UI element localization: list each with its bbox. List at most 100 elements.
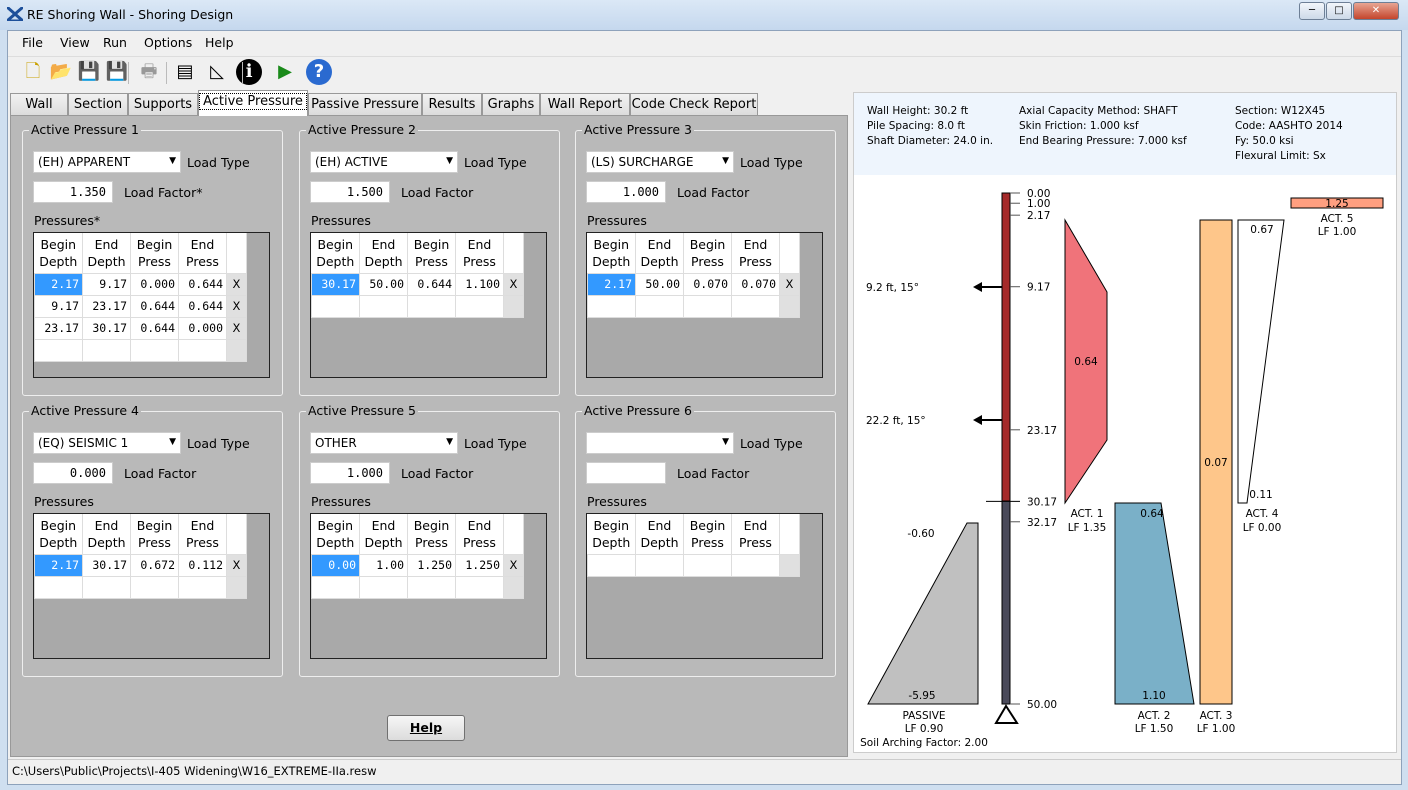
grid-cell[interactable] bbox=[34, 575, 83, 599]
grid-cell[interactable]: 2.17 bbox=[34, 272, 83, 296]
column-header[interactable]: Begin Press bbox=[130, 514, 179, 554]
grid-cell[interactable] bbox=[587, 294, 636, 318]
grid-cell[interactable]: 1.250 bbox=[407, 553, 456, 577]
grid-cell[interactable]: 0.070 bbox=[683, 272, 732, 296]
new-file-icon[interactable]: 🗋 bbox=[25, 61, 41, 82]
grid-cell[interactable] bbox=[683, 553, 732, 577]
load-factor-input[interactable]: 1.350 bbox=[33, 181, 113, 203]
column-header[interactable]: Begin Press bbox=[407, 233, 456, 273]
grid-cell[interactable] bbox=[731, 553, 780, 577]
grid-cell[interactable]: 0.644 bbox=[407, 272, 456, 296]
column-header[interactable]: End Depth bbox=[635, 514, 684, 554]
tab-code-check-report[interactable]: Code Check Report bbox=[630, 93, 758, 115]
grid-cell[interactable]: 50.00 bbox=[359, 272, 408, 296]
grid-cell[interactable] bbox=[34, 338, 83, 362]
help-icon[interactable]: ? bbox=[306, 59, 332, 85]
grid-cell[interactable] bbox=[635, 294, 684, 318]
column-header[interactable]: Begin Press bbox=[130, 233, 179, 273]
pressures-grid[interactable]: Begin Depth End Depth Begin Press End Press 2.17… bbox=[586, 232, 823, 378]
column-header[interactable]: End Press bbox=[178, 514, 227, 554]
pressure-diagram-icon[interactable]: ◺ bbox=[210, 61, 224, 82]
tab-results[interactable]: Results bbox=[422, 93, 482, 115]
tab-passive-pressure[interactable]: Passive Pressure bbox=[308, 93, 422, 115]
load-factor-input[interactable]: 1.500 bbox=[310, 181, 390, 203]
delete-row-button[interactable]: X bbox=[503, 272, 524, 296]
grid-cell[interactable]: 0.00 bbox=[311, 553, 360, 577]
grid-cell[interactable] bbox=[683, 294, 732, 318]
layers-icon[interactable]: ▤ bbox=[176, 61, 194, 82]
grid-cell[interactable]: 0.000 bbox=[130, 272, 179, 296]
grid-cell[interactable]: 0.644 bbox=[130, 316, 179, 340]
grid-cell[interactable]: 1.00 bbox=[359, 553, 408, 577]
grid-cell[interactable]: 1.100 bbox=[455, 272, 504, 296]
grid-cell[interactable] bbox=[130, 338, 179, 362]
grid-cell[interactable]: 30.17 bbox=[82, 553, 131, 577]
column-header[interactable]: End Depth bbox=[82, 514, 131, 554]
column-header[interactable]: Begin Depth bbox=[34, 233, 83, 273]
save-as-icon[interactable]: 💾 bbox=[105, 61, 129, 82]
tab-supports[interactable]: Supports bbox=[128, 93, 198, 115]
delete-row-button[interactable]: X bbox=[503, 553, 524, 577]
open-folder-icon[interactable]: 📂 bbox=[49, 61, 73, 82]
menu-view[interactable]: View bbox=[60, 35, 90, 50]
column-header[interactable]: End Depth bbox=[359, 233, 408, 273]
load-factor-input[interactable]: 0.000 bbox=[33, 462, 113, 484]
grid-cell[interactable] bbox=[455, 294, 504, 318]
load-type-dropdown[interactable]: (EH) APPARENT ▼ bbox=[33, 151, 181, 173]
column-header[interactable]: End Press bbox=[178, 233, 227, 273]
grid-cell[interactable] bbox=[455, 575, 504, 599]
grid-cell[interactable] bbox=[82, 338, 131, 362]
grid-cell[interactable] bbox=[359, 575, 408, 599]
grid-cell[interactable]: 50.00 bbox=[635, 272, 684, 296]
print-icon[interactable]: 🖶 bbox=[140, 61, 158, 82]
grid-cell[interactable]: 0.672 bbox=[130, 553, 179, 577]
save-icon[interactable]: 💾 bbox=[77, 61, 101, 82]
column-header[interactable]: Begin Press bbox=[407, 514, 456, 554]
grid-cell[interactable]: 23.17 bbox=[82, 294, 131, 318]
load-type-dropdown[interactable]: (LS) SURCHARGE ▼ bbox=[586, 151, 734, 173]
delete-row-button[interactable]: X bbox=[226, 316, 247, 340]
grid-cell[interactable] bbox=[178, 338, 227, 362]
column-header[interactable]: End Depth bbox=[635, 233, 684, 273]
tab-wall-report[interactable]: Wall Report bbox=[540, 93, 630, 115]
grid-cell[interactable] bbox=[635, 553, 684, 577]
load-factor-input[interactable] bbox=[586, 462, 666, 484]
grid-cell[interactable]: 0.644 bbox=[130, 294, 179, 318]
grid-cell[interactable]: 0.112 bbox=[178, 553, 227, 577]
grid-cell[interactable]: 9.17 bbox=[34, 294, 83, 318]
menu-run[interactable]: Run bbox=[103, 35, 127, 50]
grid-cell[interactable] bbox=[407, 575, 456, 599]
column-header[interactable]: Begin Depth bbox=[34, 514, 83, 554]
minimize-button[interactable]: ─ bbox=[1299, 2, 1325, 20]
column-header[interactable]: End Press bbox=[455, 233, 504, 273]
column-header[interactable]: End Press bbox=[455, 514, 504, 554]
grid-cell[interactable]: 0.644 bbox=[178, 294, 227, 318]
column-header[interactable]: Begin Press bbox=[683, 514, 732, 554]
pressures-grid[interactable]: Begin Depth End Depth Begin Press End Press 2.17… bbox=[33, 513, 270, 659]
pressures-grid[interactable]: Begin Depth End Depth Begin Press End Press 2.17… bbox=[33, 232, 270, 378]
column-header[interactable]: End Press bbox=[731, 514, 780, 554]
grid-cell[interactable] bbox=[407, 294, 456, 318]
info-icon[interactable]: ℹ bbox=[236, 59, 262, 85]
column-header[interactable]: Begin Depth bbox=[587, 233, 636, 273]
grid-cell[interactable]: 30.17 bbox=[311, 272, 360, 296]
column-header[interactable]: End Press bbox=[731, 233, 780, 273]
grid-cell[interactable]: 1.250 bbox=[455, 553, 504, 577]
pressures-grid[interactable]: Begin Depth End Depth Begin Press End Press bbox=[586, 513, 823, 659]
load-type-dropdown[interactable]: (EH) ACTIVE ▼ bbox=[310, 151, 458, 173]
maximize-button[interactable]: □ bbox=[1326, 2, 1352, 20]
run-icon[interactable]: ▶ bbox=[278, 61, 292, 82]
grid-cell[interactable] bbox=[359, 294, 408, 318]
column-header[interactable]: Begin Depth bbox=[311, 233, 360, 273]
pressures-grid[interactable]: Begin Depth End Depth Begin Press End Press 30.1… bbox=[310, 232, 547, 378]
menu-help[interactable]: Help bbox=[205, 35, 234, 50]
column-header[interactable]: Begin Depth bbox=[587, 514, 636, 554]
tab-wall[interactable]: Wall bbox=[10, 93, 68, 115]
column-header[interactable]: Begin Press bbox=[683, 233, 732, 273]
load-type-dropdown[interactable]: (EQ) SEISMIC 1 ▼ bbox=[33, 432, 181, 454]
column-header[interactable]: Begin Depth bbox=[311, 514, 360, 554]
grid-cell[interactable]: 23.17 bbox=[34, 316, 83, 340]
load-type-dropdown[interactable]: OTHER ▼ bbox=[310, 432, 458, 454]
grid-cell[interactable] bbox=[311, 575, 360, 599]
load-factor-input[interactable]: 1.000 bbox=[586, 181, 666, 203]
